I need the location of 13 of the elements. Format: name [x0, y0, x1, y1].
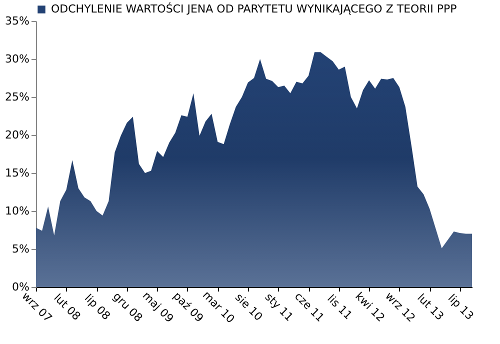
- y-tick-label: 30%: [5, 52, 30, 66]
- x-tick-label: lis 11: [324, 292, 355, 322]
- y-tick-label: 35%: [5, 14, 30, 28]
- x-tick-label: lut 13: [414, 291, 446, 323]
- y-tick-label: 10%: [5, 204, 30, 218]
- y-tick-label: 25%: [5, 90, 30, 104]
- y-tick-label: 5%: [12, 242, 30, 256]
- x-tick-label: kwi 12: [352, 290, 388, 324]
- x-tick-label: lip 08: [82, 292, 113, 323]
- x-tick-label: lip 13: [445, 292, 476, 323]
- y-tick-label: 20%: [5, 128, 30, 142]
- legend-label: ODCHYLENIE WARTOŚCI JENA OD PARYTETU WYNIKAJĄCEGO Z TEORII PPP: [51, 2, 458, 16]
- y-tick-label: 15%: [5, 166, 30, 180]
